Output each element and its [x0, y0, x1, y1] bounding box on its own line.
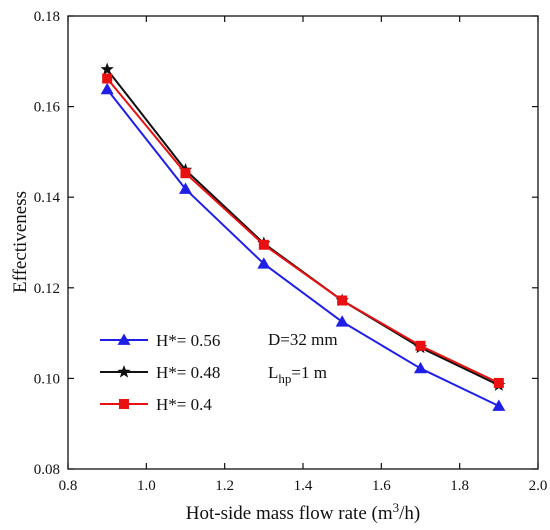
- data-point-square: [337, 295, 348, 306]
- data-point-triangle: [257, 257, 271, 269]
- data-point-star: [100, 62, 114, 76]
- x-tick-label: 2.0: [529, 478, 548, 494]
- x-axis-title-end: /h): [399, 503, 420, 524]
- x-tick-label: 1.6: [372, 478, 391, 494]
- y-tick-label: 0.12: [34, 281, 60, 297]
- x-axis-title-sup: 3: [393, 500, 400, 515]
- data-point-square: [415, 340, 426, 351]
- series-layer: [100, 62, 506, 411]
- y-tick-label: 0.08: [34, 462, 60, 478]
- x-tick-label: 0.8: [59, 478, 78, 494]
- annotation-length: Lhp=1 m: [268, 363, 327, 386]
- data-point-triangle: [335, 315, 349, 327]
- y-tick-label: 0.10: [34, 371, 60, 387]
- data-point-square: [493, 377, 504, 388]
- annotation-length-main: L: [268, 363, 278, 382]
- annotation-diameter: D=32 mm: [268, 330, 338, 349]
- data-point-triangle: [100, 82, 114, 95]
- x-axis-title-main: Hot-side mass flow rate (m: [186, 503, 393, 524]
- plot-frame: [67, 15, 539, 470]
- data-point-triangle: [492, 399, 506, 411]
- y-axis-title: Effectiveness: [10, 191, 31, 293]
- legend-item: H*= 0.48: [100, 363, 220, 382]
- y-tick-label: 0.16: [34, 100, 61, 116]
- x-axis-title: Hot-side mass flow rate (m3/h): [186, 500, 420, 524]
- legend-marker-star: [117, 365, 131, 378]
- legend-label: H*= 0.56: [156, 331, 220, 350]
- x-tick-label: 1.2: [215, 478, 234, 494]
- series-line-square: [106, 77, 500, 384]
- data-point-square: [180, 168, 191, 179]
- legend-marker-square: [119, 399, 129, 409]
- legend: H*= 0.56 H*= 0.48 H*= 0.4: [100, 331, 220, 414]
- data-point-triangle: [179, 182, 192, 194]
- data-point-square: [258, 239, 269, 250]
- data-point-square: [102, 73, 113, 84]
- legend-marker-triangle: [117, 333, 131, 345]
- series-triangle: [100, 82, 506, 411]
- x-tick-label: 1.8: [450, 478, 469, 494]
- legend-label: H*= 0.48: [156, 363, 220, 382]
- series-line-triangle: [106, 88, 500, 407]
- y-tick-label: 0.14: [34, 190, 61, 206]
- legend-item: H*= 0.4: [100, 395, 212, 414]
- annotation-length-sub: hp: [278, 371, 291, 386]
- series-square: [102, 73, 504, 388]
- legend-item: H*= 0.56: [100, 331, 220, 350]
- y-tick-label: 0.18: [34, 9, 60, 25]
- x-tick-label: 1.4: [294, 478, 313, 494]
- legend-label: H*= 0.4: [156, 395, 212, 414]
- x-tick-label: 1.0: [137, 478, 156, 494]
- annotation-length-end: =1 m: [291, 363, 327, 382]
- data-point-triangle: [414, 361, 427, 374]
